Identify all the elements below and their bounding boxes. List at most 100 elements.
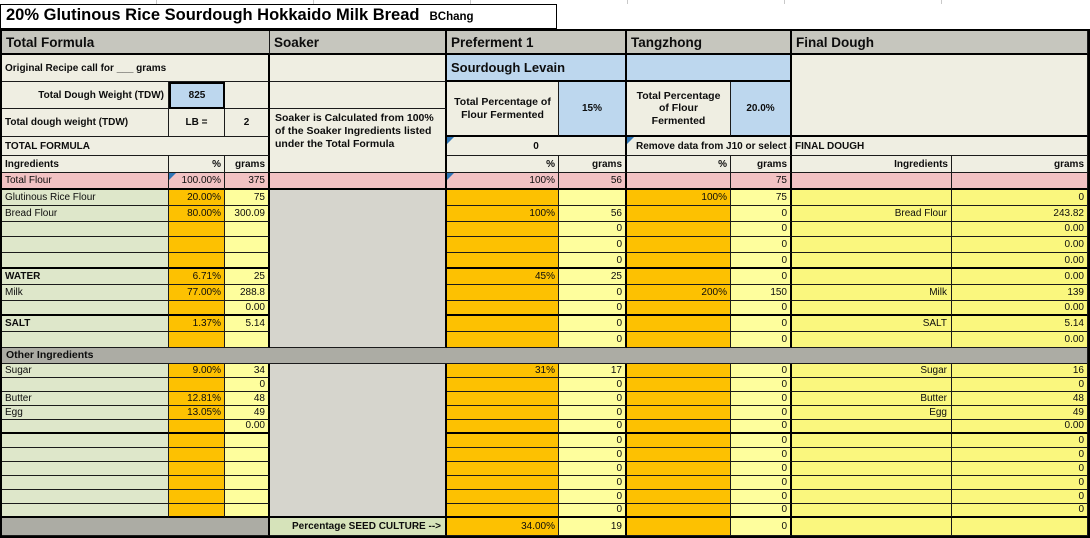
soaker-pink-cell[interactable] — [270, 173, 447, 190]
fd-ingredient-cell[interactable] — [792, 237, 952, 254]
preferment-grams-cell[interactable]: 0 — [559, 237, 627, 254]
preferment-percent-cell[interactable] — [447, 237, 559, 254]
fd-grams-cell[interactable]: 0 — [952, 489, 1088, 504]
lb-value-cell[interactable]: 2 — [225, 109, 270, 137]
tf-percent-cell[interactable] — [169, 332, 225, 348]
tangzhong-pct-fermented-value[interactable]: 20.0% — [731, 82, 792, 137]
seed-culture-grams-cell[interactable]: 19 — [559, 517, 627, 536]
tangzhong-percent-cell[interactable] — [627, 205, 731, 222]
ingredient-label-cell[interactable] — [2, 503, 169, 518]
tangzhong-grams-cell[interactable]: 0 — [731, 316, 792, 333]
tangzhong-percent-cell[interactable] — [627, 363, 731, 378]
tangzhong-percent-cell[interactable] — [627, 221, 731, 238]
tf-grams-cell[interactable] — [225, 461, 270, 476]
fd-grams-cell[interactable]: 0.00 — [952, 419, 1088, 434]
lb-label-cell[interactable]: LB = — [169, 109, 225, 137]
tangzhong-bottom-pct-cell[interactable] — [627, 517, 731, 536]
preferment-grams-cell[interactable]: 0 — [559, 405, 627, 420]
tf-percent-cell[interactable]: 80.00% — [169, 205, 225, 222]
fd-ingredient-cell[interactable] — [792, 489, 952, 504]
preferment-percent-cell[interactable] — [447, 253, 559, 269]
sourdough-levain-cell[interactable]: Sourdough Levain — [447, 55, 627, 82]
tangzhong-percent-cell[interactable] — [627, 237, 731, 254]
ingredient-label-cell[interactable] — [2, 237, 169, 254]
preferment-percent-cell[interactable] — [447, 489, 559, 504]
fd-ingredient-cell[interactable] — [792, 419, 952, 434]
tf-pct-header[interactable]: % — [169, 156, 225, 173]
tf-percent-cell[interactable] — [169, 475, 225, 490]
fd-ingredient-cell[interactable] — [792, 268, 952, 285]
fd-ingredient-cell[interactable] — [792, 300, 952, 317]
fd-ingredient-cell[interactable] — [792, 475, 952, 490]
tf-grams-header[interactable]: grams — [225, 156, 270, 173]
fd-grams-cell[interactable]: 0 — [952, 503, 1088, 518]
tf-percent-cell[interactable] — [169, 461, 225, 476]
preferment-percent-cell[interactable]: 100% — [447, 205, 559, 222]
fd-grams-cell[interactable]: 0.00 — [952, 268, 1088, 285]
ingredient-label-cell[interactable] — [2, 475, 169, 490]
preferment-percent-cell[interactable] — [447, 503, 559, 518]
tf-grams-cell[interactable]: 49 — [225, 405, 270, 420]
preferment-grams-cell[interactable]: 17 — [559, 363, 627, 378]
soaker-empty-block-lower[interactable] — [270, 363, 447, 518]
tdw-blank-cell[interactable] — [225, 82, 270, 109]
fd-ingredient-cell[interactable]: SALT — [792, 316, 952, 333]
other-ingredients-band[interactable]: Other Ingredients — [2, 347, 1088, 364]
preferment-total-flour-grams-cell[interactable]: 56 — [559, 173, 627, 190]
section-header-final-dough[interactable]: Final Dough — [792, 31, 1088, 55]
tf-grams-cell[interactable] — [225, 221, 270, 238]
preferment-percent-cell[interactable] — [447, 300, 559, 317]
tf-percent-cell[interactable]: 6.71% — [169, 268, 225, 285]
final-dough-blank-block[interactable] — [792, 55, 1088, 137]
fd-grams-cell[interactable]: 0 — [952, 190, 1088, 206]
preferment-percent-cell[interactable] — [447, 447, 559, 462]
preferment-percent-cell[interactable] — [447, 461, 559, 476]
fd-bottom-label-cell[interactable] — [792, 517, 952, 536]
tf-percent-cell[interactable] — [169, 447, 225, 462]
ingredient-label-cell[interactable] — [2, 461, 169, 476]
section-header-tangzhong[interactable]: Tangzhong — [627, 31, 792, 55]
total-flour-grams-cell[interactable]: 375 — [225, 173, 270, 190]
tf-percent-cell[interactable] — [169, 221, 225, 238]
tf-percent-cell[interactable]: 9.00% — [169, 363, 225, 378]
fd-grams-cell[interactable]: 0 — [952, 461, 1088, 476]
total-flour-pct-cell[interactable]: 100.00% — [169, 173, 225, 190]
fd-ingredient-cell[interactable] — [792, 433, 952, 448]
tangzhong-grams-cell[interactable]: 0 — [731, 419, 792, 434]
fd-grams-cell[interactable]: 5.14 — [952, 316, 1088, 333]
tangzhong-percent-cell[interactable] — [627, 405, 731, 420]
tf-percent-cell[interactable]: 13.05% — [169, 405, 225, 420]
tf-grams-cell[interactable] — [225, 447, 270, 462]
fd-grams-cell[interactable]: 0.00 — [952, 332, 1088, 348]
tf-grams-cell[interactable]: 75 — [225, 190, 270, 206]
total-formula-label-cell[interactable]: TOTAL FORMULA — [2, 137, 270, 156]
ingredient-label-cell[interactable]: Sugar — [2, 363, 169, 378]
fd-grams-cell[interactable]: 0.00 — [952, 221, 1088, 238]
preferment-percent-cell[interactable] — [447, 221, 559, 238]
fd-ingredient-cell[interactable] — [792, 221, 952, 238]
fd-grams-cell[interactable]: 0.00 — [952, 300, 1088, 317]
tangzhong-grams-cell[interactable]: 0 — [731, 221, 792, 238]
section-header-total-formula[interactable]: Total Formula — [2, 31, 270, 55]
ingredient-label-cell[interactable]: WATER — [2, 268, 169, 285]
ingredient-label-cell[interactable]: Glutinous Rice Flour — [2, 190, 169, 206]
fd-bottom-grams-cell[interactable] — [952, 517, 1088, 536]
fd-ingredient-cell[interactable]: Butter — [792, 391, 952, 406]
fd-ingredient-cell[interactable] — [792, 377, 952, 392]
preferment-grams-cell[interactable]: 0 — [559, 391, 627, 406]
ingredient-label-cell[interactable] — [2, 300, 169, 317]
soaker-blank-cell-1[interactable] — [270, 55, 447, 82]
tangzhong-grams-header[interactable]: grams — [731, 156, 792, 173]
tangzhong-grams-cell[interactable]: 0 — [731, 433, 792, 448]
fd-grams-cell[interactable]: 0.00 — [952, 253, 1088, 269]
fd-ingredient-cell[interactable] — [792, 461, 952, 476]
tf-grams-cell[interactable]: 25 — [225, 268, 270, 285]
fd-ingredient-cell[interactable] — [792, 447, 952, 462]
tf-percent-cell[interactable] — [169, 489, 225, 504]
ingredient-label-cell[interactable] — [2, 332, 169, 348]
fd-ingredient-cell[interactable] — [792, 503, 952, 518]
tf-grams-cell[interactable] — [225, 433, 270, 448]
recipe-title-cell[interactable]: 20% Glutinous Rice Sourdough Hokkaido Mi… — [0, 4, 557, 29]
tangzhong-percent-cell[interactable] — [627, 475, 731, 490]
tangzhong-total-flour-grams-cell[interactable]: 75 — [731, 173, 792, 190]
